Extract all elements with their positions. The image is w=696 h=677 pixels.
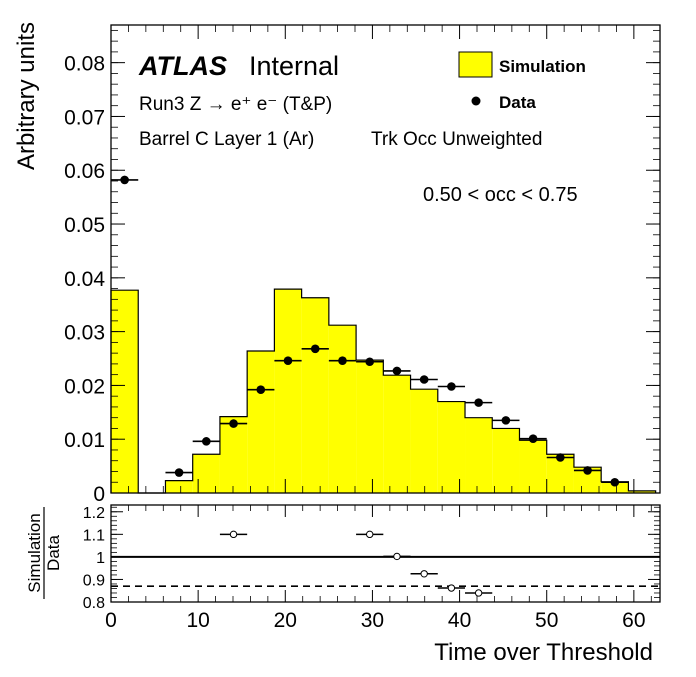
atlas-label: ATLAS [138, 51, 227, 81]
data-point [365, 357, 375, 367]
ratio-y-tick-label: 1 [96, 550, 105, 567]
internal-label: Internal [249, 51, 339, 81]
simulation-bar [165, 480, 193, 493]
legend: Simulation Data [458, 51, 586, 112]
x-tick-label: 40 [448, 609, 471, 632]
ratio-reference-lines [111, 555, 660, 588]
data-point [202, 437, 211, 446]
simulation-histogram [110, 288, 657, 494]
ratio-frame [110, 504, 661, 603]
simulation-bar [383, 375, 411, 493]
simulation-bar [219, 416, 248, 493]
simulation-bar [111, 290, 139, 493]
y-tick-label: 0.06 [64, 160, 105, 183]
simulation-bar [247, 350, 275, 493]
simulation-outline [110, 288, 657, 494]
y-tick-label: 0.04 [64, 268, 105, 291]
region-label: Barrel C Layer 1 (Ar) [139, 129, 314, 150]
x-tick-label: 0 [105, 609, 117, 632]
data-point [528, 434, 538, 443]
data-point [474, 398, 483, 407]
ratio-point [474, 589, 483, 597]
y-tick-label: 0.03 [64, 322, 105, 345]
data-point [610, 477, 620, 487]
ratio-point [366, 530, 374, 539]
main-axes: 0 0.01 0.02 0.03 0.04 0.05 0.06 0.07 0.08 [64, 25, 660, 506]
legend-data-label: Data [499, 93, 536, 112]
ratio-point [229, 530, 238, 539]
ratio-points [219, 530, 493, 597]
x-tick-label: 60 [622, 609, 645, 632]
legend-simulation-swatch [458, 51, 493, 78]
data-point [310, 344, 320, 354]
simulation-bar [437, 401, 466, 493]
data-points [111, 175, 629, 487]
data-point [229, 419, 238, 428]
ratio-y-tick-label: 0.8 [83, 595, 105, 612]
legend-data-marker [471, 96, 481, 106]
ratio-point [420, 570, 428, 578]
main-panel: 0 0.01 0.02 0.03 0.04 0.05 0.06 0.07 0.08 Arbitr… [13, 22, 661, 506]
y-tick-label: 0.02 [64, 375, 105, 398]
data-point [556, 453, 565, 462]
ratio-y-denominator: Data [44, 535, 63, 571]
simulation-bar [274, 289, 302, 493]
simulation-bar [328, 325, 357, 493]
ratio-y-numerator: Simulation [25, 513, 44, 592]
ratio-point [447, 584, 456, 592]
ratio-point [393, 552, 401, 561]
main-frame [110, 24, 661, 494]
legend-simulation-label: Simulation [499, 57, 586, 76]
data-point [447, 382, 456, 391]
simulation-bar [601, 481, 629, 493]
ratio-panel: 0.8 0.9 1 1.1 1.2 0 10 20 30 40 50 60 Simulation Da… [25, 504, 661, 666]
simulation-bar [465, 417, 493, 493]
data-point [501, 416, 511, 425]
y-tick-label: 0.01 [64, 429, 105, 452]
data-point [174, 468, 184, 477]
ratio-y-tick-label: 1.2 [83, 505, 105, 522]
process-label: Run3 Z → e⁺ e⁻ (T&P) [139, 94, 332, 115]
x-axis-title: Time over Threshold [434, 639, 653, 666]
x-tick-label: 10 [186, 609, 209, 632]
data-point [283, 356, 293, 365]
simulation-bar [519, 440, 547, 493]
y-tick-label: 0 [93, 483, 105, 506]
y-axis-title: Arbitrary units [13, 22, 40, 170]
occupancy-range-label: 0.50 < occ < 0.75 [423, 184, 578, 206]
ratio-y-tick-label: 1.1 [83, 527, 105, 544]
simulation-bar [628, 490, 656, 493]
simulation-bar [492, 428, 520, 493]
data-point [392, 366, 402, 376]
ratio-axes: 0.8 0.9 1 1.1 1.2 0 10 20 30 40 50 60 [83, 505, 660, 632]
simulation-bar [410, 389, 438, 493]
y-tick-label: 0.08 [64, 53, 105, 76]
y-tick-label: 0.05 [64, 214, 105, 237]
ratio-y-tick-label: 0.9 [83, 572, 105, 589]
data-point [256, 385, 266, 395]
data-point [338, 356, 347, 365]
simulation-bar [356, 360, 384, 493]
x-tick-label: 20 [274, 609, 297, 632]
weighting-label: Trk Occ Unweighted [371, 129, 542, 150]
data-point [419, 375, 429, 384]
data-point [120, 175, 129, 185]
x-tick-label: 30 [361, 609, 384, 632]
simulation-bar [301, 297, 329, 493]
ratio-y-title: Simulation Data [25, 507, 63, 599]
y-tick-label: 0.07 [64, 106, 105, 129]
x-tick-label: 50 [535, 609, 558, 632]
data-point [583, 466, 592, 475]
